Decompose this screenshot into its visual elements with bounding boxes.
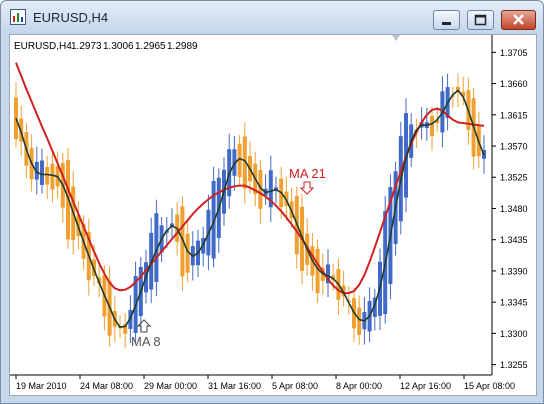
time-tick-label: 29 Mar 00:00 bbox=[144, 381, 197, 391]
candle-body[interactable] bbox=[435, 119, 440, 124]
price-tick-label: 1.3390 bbox=[500, 266, 528, 276]
candle-body[interactable] bbox=[268, 170, 273, 208]
candle-body[interactable] bbox=[357, 307, 362, 335]
ma21-label: MA 21 bbox=[289, 166, 326, 181]
ma8-line[interactable] bbox=[15, 89, 485, 328]
time-tick-label: 31 Mar 16:00 bbox=[208, 381, 261, 391]
candle-body[interactable] bbox=[180, 206, 185, 277]
time-tick-label: 19 Mar 2010 bbox=[16, 381, 67, 391]
candles-layer bbox=[14, 73, 486, 348]
time-tick-label: 15 Apr 08:00 bbox=[464, 381, 515, 391]
ma8-arrow-icon bbox=[136, 319, 152, 333]
price-tick-label: 1.3570 bbox=[500, 142, 528, 152]
ma21-arrow-icon bbox=[299, 181, 315, 195]
price-tick-label: 1.3705 bbox=[500, 48, 528, 58]
time-axis: 19 Mar 2010 24 Mar 08:00 29 Mar 00:00 31 Ma… bbox=[15, 375, 515, 391]
price-axis: 1.3705 1.3660 1.3615 1.3570 1.3525 1.3480 1.34… bbox=[492, 48, 528, 370]
candle-body[interactable] bbox=[50, 163, 55, 190]
candle-body[interactable] bbox=[97, 277, 102, 284]
moving-averages-layer bbox=[15, 62, 485, 328]
minimize-button[interactable] bbox=[433, 10, 460, 30]
candle-body[interactable] bbox=[211, 181, 216, 259]
price-tick-label: 1.3300 bbox=[500, 329, 528, 339]
candle-body[interactable] bbox=[430, 116, 434, 137]
candle-body[interactable] bbox=[258, 169, 263, 209]
chart-window-icon bbox=[10, 9, 26, 25]
ohlc-high: 1.3006 bbox=[103, 41, 134, 52]
candle-body[interactable] bbox=[123, 323, 128, 334]
time-tick-label: 24 Mar 08:00 bbox=[80, 381, 133, 391]
chart-shift-marker[interactable] bbox=[392, 35, 400, 41]
candle-body[interactable] bbox=[45, 166, 50, 185]
price-tick-label: 1.3255 bbox=[500, 360, 528, 370]
price-tick-label: 1.3480 bbox=[500, 204, 528, 214]
candle-body[interactable] bbox=[461, 91, 466, 97]
price-tick-label: 1.3525 bbox=[500, 173, 528, 183]
title-bar[interactable]: EURUSD,H4 bbox=[1, 1, 543, 33]
candle-body[interactable] bbox=[372, 297, 377, 317]
ohlc-close: 1.2989 bbox=[167, 41, 198, 52]
candle-body[interactable] bbox=[154, 213, 159, 282]
price-chart[interactable]: 1.3705 1.3660 1.3615 1.3570 1.3525 1.3480 1.34… bbox=[10, 35, 536, 395]
minimize-icon bbox=[442, 22, 451, 25]
candle-body[interactable] bbox=[40, 160, 44, 185]
candle-body[interactable] bbox=[237, 143, 242, 178]
candle-body[interactable] bbox=[185, 233, 190, 273]
ma8-label: MA 8 bbox=[131, 334, 161, 349]
time-tick-label: 8 Apr 00:00 bbox=[336, 381, 382, 391]
candle-body[interactable] bbox=[14, 97, 18, 140]
window-title: EURUSD,H4 bbox=[33, 10, 109, 25]
candle-body[interactable] bbox=[242, 136, 247, 189]
chart-area[interactable]: 1.3705 1.3660 1.3615 1.3570 1.3525 1.3480 1.34… bbox=[9, 34, 537, 396]
maximize-icon bbox=[474, 14, 487, 26]
price-tick-label: 1.3615 bbox=[500, 110, 528, 120]
candle-body[interactable] bbox=[326, 264, 330, 284]
time-tick-label: 5 Apr 08:00 bbox=[272, 381, 318, 391]
chart-symbol: EURUSD,H4 bbox=[14, 41, 72, 52]
price-tick-label: 1.3660 bbox=[500, 79, 528, 89]
ohlc-open: 1.2973 bbox=[71, 41, 102, 52]
close-icon bbox=[513, 14, 524, 25]
time-tick-label: 12 Apr 16:00 bbox=[400, 381, 451, 391]
ohlc-low: 1.2965 bbox=[135, 41, 166, 52]
candle-body[interactable] bbox=[315, 248, 320, 294]
price-tick-label: 1.3435 bbox=[500, 235, 528, 245]
candle-body[interactable] bbox=[34, 161, 39, 180]
price-tick-label: 1.3345 bbox=[500, 298, 528, 308]
close-button[interactable] bbox=[501, 10, 536, 30]
maximize-button[interactable] bbox=[467, 10, 494, 30]
